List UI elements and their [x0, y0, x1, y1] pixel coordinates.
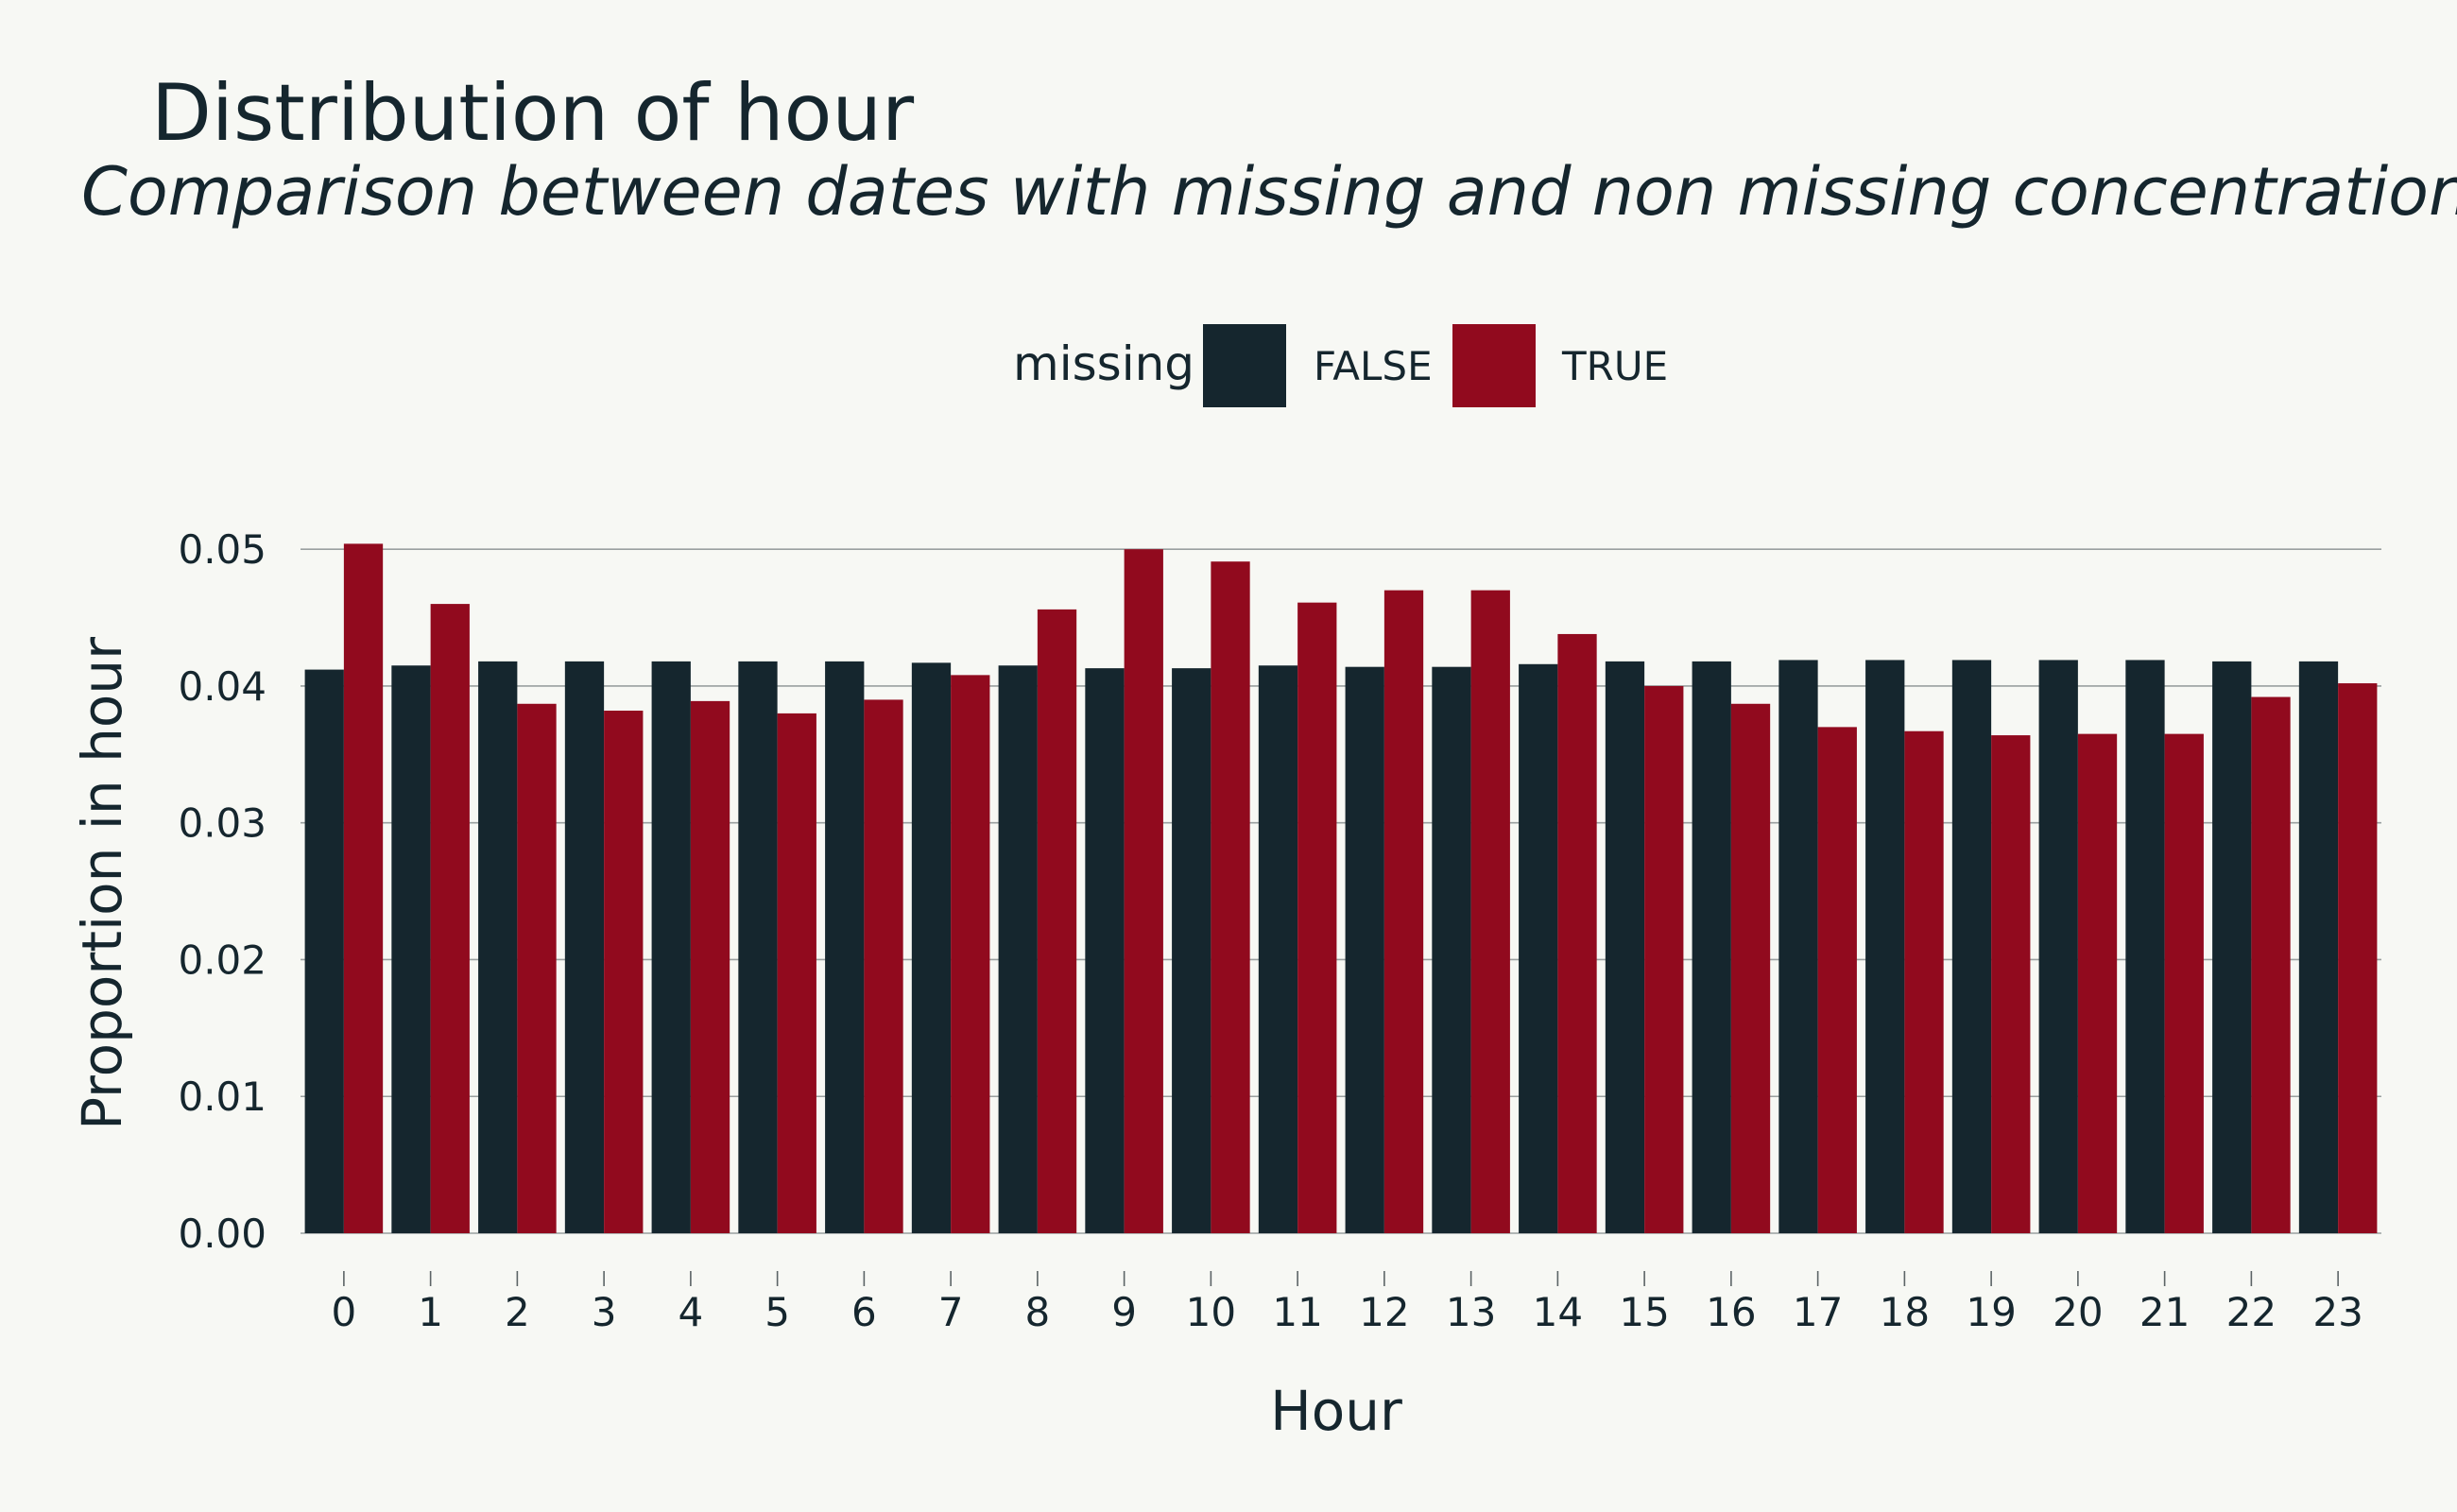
- x-tick-label: 18: [1880, 1289, 1930, 1335]
- bar-false-hour-1: [391, 665, 431, 1233]
- bar-true-hour-4: [690, 700, 730, 1233]
- bar-true-hour-17: [1817, 727, 1857, 1233]
- bar-true-hour-11: [1297, 602, 1337, 1233]
- y-tick-label: 0.05: [178, 526, 266, 573]
- bar-true-hour-23: [2338, 683, 2378, 1233]
- bar-true-hour-8: [1037, 609, 1077, 1233]
- x-axis: 0 1 2 3 4 5 6 7 8 9 10 11 12 13 14 15 16 17 18 19 20 21 22 23: [332, 1271, 2363, 1335]
- y-tick-label: 0.03: [178, 800, 266, 847]
- bar-true-hour-7: [951, 675, 990, 1233]
- x-tick-label: 23: [2312, 1289, 2362, 1335]
- y-tick-label: 0.01: [178, 1074, 266, 1120]
- bar-false-hour-12: [1345, 666, 1384, 1233]
- x-tick-label: 20: [2053, 1289, 2103, 1335]
- bar-false-hour-23: [2298, 661, 2339, 1233]
- legend-title: missing: [1013, 336, 1194, 391]
- x-tick-label: 10: [1186, 1289, 1236, 1335]
- y-tick-label: 0.00: [178, 1211, 266, 1257]
- x-tick-label: 1: [418, 1289, 443, 1335]
- bar-false-hour-21: [2125, 660, 2165, 1233]
- bar-true-hour-16: [1730, 703, 1771, 1233]
- bar-true-hour-19: [1991, 735, 2031, 1233]
- bar-false-hour-17: [1778, 660, 1818, 1233]
- y-tick-label: 0.04: [178, 663, 266, 710]
- bar-true-hour-6: [864, 699, 903, 1233]
- x-tick-label: 13: [1446, 1289, 1496, 1335]
- y-tick-label: 0.02: [178, 936, 266, 983]
- x-tick-label: 15: [1619, 1289, 1669, 1335]
- x-tick-label: 2: [505, 1289, 530, 1335]
- x-tick-label: 17: [1793, 1289, 1843, 1335]
- legend-swatch-false: [1203, 324, 1286, 407]
- bar-false-hour-7: [911, 662, 952, 1233]
- bar-false-hour-8: [998, 665, 1038, 1233]
- bar-false-hour-22: [2212, 661, 2252, 1233]
- chart-title: Distribution of hour: [151, 67, 915, 159]
- bar-true-hour-12: [1383, 590, 1424, 1233]
- bar-false-hour-20: [2038, 660, 2078, 1233]
- bar-false-hour-2: [478, 661, 518, 1233]
- bar-false-hour-9: [1085, 668, 1125, 1233]
- x-tick-label: 12: [1359, 1289, 1409, 1335]
- x-tick-label: 3: [592, 1289, 617, 1335]
- bar-false-hour-15: [1605, 661, 1645, 1233]
- x-tick-label: 8: [1025, 1289, 1051, 1335]
- x-tick-label: 6: [851, 1289, 877, 1335]
- bars: [304, 543, 2378, 1233]
- bar-true-hour-5: [777, 713, 816, 1233]
- bar-true-hour-13: [1470, 590, 1510, 1233]
- bar-true-hour-22: [2251, 696, 2291, 1233]
- bar-true-hour-14: [1557, 633, 1597, 1233]
- bar-true-hour-0: [343, 543, 384, 1233]
- bar-true-hour-20: [2077, 733, 2118, 1233]
- y-axis: 0.00 0.01 0.02 0.03 0.04 0.05: [178, 526, 266, 1257]
- bar-false-hour-3: [564, 661, 605, 1233]
- bar-true-hour-3: [604, 711, 644, 1233]
- bar-true-hour-18: [1904, 730, 1944, 1233]
- x-tick-label: 16: [1706, 1289, 1756, 1335]
- legend: missing FALSE TRUE: [1013, 324, 1668, 407]
- bar-true-hour-10: [1211, 561, 1250, 1233]
- x-tick-label: 9: [1111, 1289, 1137, 1335]
- x-tick-label: 0: [332, 1289, 357, 1335]
- bar-true-hour-9: [1124, 549, 1163, 1233]
- x-tick-label: 21: [2139, 1289, 2190, 1335]
- y-axis-title: Proportion in hour: [70, 637, 134, 1130]
- bar-false-hour-0: [304, 669, 344, 1233]
- bar-true-hour-1: [430, 604, 470, 1233]
- x-tick-label: 5: [765, 1289, 790, 1335]
- bar-false-hour-4: [651, 661, 691, 1233]
- legend-label-false: FALSE: [1314, 343, 1433, 389]
- x-tick-label: 7: [938, 1289, 964, 1335]
- x-axis-title: Hour: [1270, 1379, 1402, 1443]
- bar-false-hour-5: [738, 661, 778, 1233]
- bar-false-hour-6: [825, 661, 865, 1233]
- bar-false-hour-10: [1172, 668, 1211, 1233]
- bar-true-hour-2: [517, 703, 557, 1233]
- legend-label-true: TRUE: [1561, 343, 1668, 389]
- bar-false-hour-11: [1258, 665, 1298, 1233]
- bar-false-hour-18: [1865, 660, 1905, 1233]
- bar-false-hour-16: [1692, 661, 1731, 1233]
- bar-false-hour-19: [1951, 660, 1992, 1233]
- bar-false-hour-13: [1432, 666, 1471, 1233]
- chart-subtitle: Comparison between dates with missing an…: [81, 153, 2457, 231]
- gridlines: [301, 548, 2381, 1234]
- bar-false-hour-14: [1519, 663, 1558, 1233]
- x-tick-label: 11: [1272, 1289, 1322, 1335]
- x-tick-label: 19: [1966, 1289, 2016, 1335]
- x-tick-label: 14: [1533, 1289, 1583, 1335]
- x-tick-label: 22: [2226, 1289, 2277, 1335]
- bar-true-hour-15: [1644, 685, 1684, 1233]
- legend-swatch-true: [1452, 324, 1536, 407]
- bar-true-hour-21: [2164, 733, 2204, 1233]
- x-tick-label: 4: [679, 1289, 704, 1335]
